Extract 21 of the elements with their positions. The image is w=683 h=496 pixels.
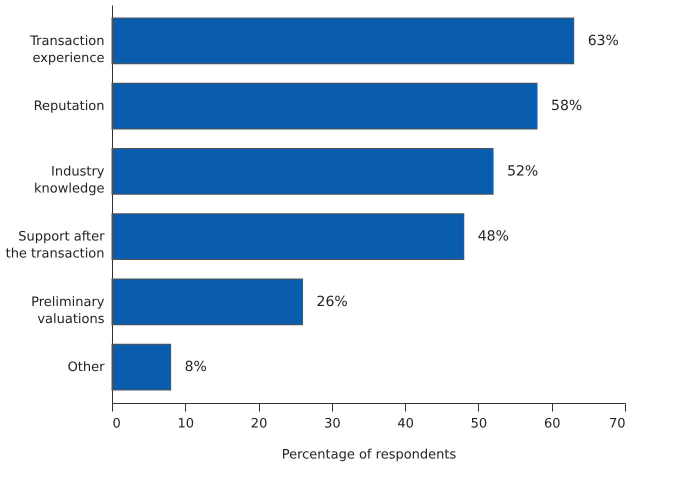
- x-tick-label: 50: [470, 416, 488, 432]
- y-tick-label: Transaction experience: [29, 34, 104, 66]
- data-label: 63%: [588, 32, 619, 49]
- x-axis-title: Percentage of respondents: [282, 448, 457, 462]
- data-label: 26%: [316, 294, 348, 310]
- y-tick-label: Other: [68, 360, 106, 376]
- data-label: 8%: [184, 359, 207, 376]
- data-label: 48%: [478, 228, 509, 245]
- x-tick-label: 0: [112, 416, 121, 432]
- data-label: 58%: [551, 98, 582, 114]
- x-tick-label: 10: [178, 416, 194, 432]
- y-tick-label: Reputation: [34, 99, 104, 114]
- y-tick-label: Industry knowledge: [34, 164, 105, 196]
- x-tick-label: 30: [324, 416, 341, 432]
- x-tick-label: 20: [250, 416, 268, 432]
- y-tick-label: Support after the transaction: [6, 230, 106, 262]
- x-tick-label: 40: [397, 416, 414, 432]
- x-tick-label: 60: [544, 416, 560, 432]
- data-label: 52%: [507, 163, 538, 180]
- y-tick-label: Preliminary valuations: [31, 294, 105, 327]
- x-tick-label: 70: [608, 416, 626, 432]
